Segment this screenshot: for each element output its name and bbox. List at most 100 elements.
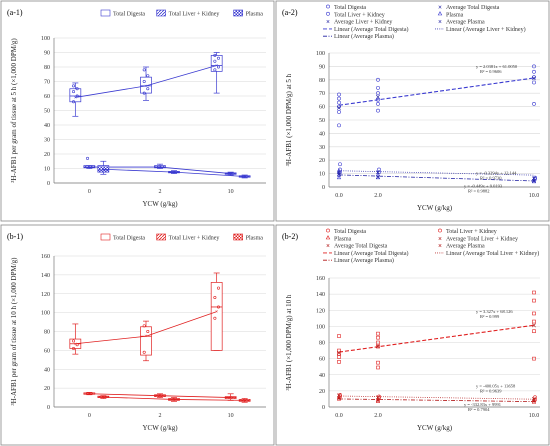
y-tick-label: 30 bbox=[44, 138, 50, 144]
legend-entry: Total Liver + Kidney bbox=[169, 12, 220, 18]
data-point bbox=[336, 168, 342, 173]
legend: Total Digesta × Average Total Digesta Total… bbox=[323, 4, 526, 40]
legend-swatch bbox=[156, 233, 166, 241]
x-tick-label: 10.0 bbox=[529, 193, 540, 199]
legend-entry: Linear (Average Plasma) bbox=[334, 257, 394, 264]
box-total-digesta-10: × bbox=[210, 52, 223, 94]
y-tick-label: 40 bbox=[44, 367, 50, 373]
mean-connector bbox=[103, 396, 245, 401]
chart-panel-2: (a-2) 0 10 20 30 40 50 60 70 80 90 100 YCW (g/kg) ³H-… bbox=[275, 0, 550, 222]
mean-connector bbox=[103, 168, 245, 177]
series-average-total-liver-kidney: × × × bbox=[336, 391, 536, 404]
x-tick-label: 0 bbox=[88, 189, 91, 195]
series-plasma bbox=[336, 394, 537, 404]
trendline bbox=[338, 398, 535, 403]
series-total-liver-kidney bbox=[338, 162, 537, 181]
data-point bbox=[377, 170, 381, 175]
legend-entry: Total Digesta bbox=[334, 5, 366, 11]
data-point bbox=[376, 360, 380, 365]
data-point bbox=[376, 102, 380, 106]
legend-marker bbox=[326, 11, 330, 16]
mean-marker: × bbox=[229, 172, 232, 178]
series-total-liver-kidney bbox=[338, 393, 537, 402]
y-tick-label: 60 bbox=[319, 357, 325, 363]
y-tick-label: 80 bbox=[44, 330, 50, 336]
mean-marker: × bbox=[172, 170, 175, 176]
data-point bbox=[337, 123, 341, 128]
data-point bbox=[142, 350, 146, 354]
mean-marker: × bbox=[158, 165, 161, 171]
y-tick-label: 0 bbox=[47, 181, 50, 187]
x-tick-label: 0.0 bbox=[335, 413, 343, 419]
y-tick-label: 100 bbox=[316, 51, 325, 57]
legend: Total Digesta Total Liver + Kidney Plasma ×… bbox=[323, 228, 539, 264]
series-average-total-digesta: × × × bbox=[336, 73, 536, 112]
trendline-r2: R² = 0.9730 bbox=[480, 176, 502, 181]
y-tick-label: 40 bbox=[319, 131, 325, 137]
average-marker: × bbox=[336, 394, 341, 404]
data-point bbox=[532, 319, 536, 324]
mean-marker: × bbox=[215, 310, 218, 316]
y-axis-label: ³H-AFB1 per gram of tissue at 5 h (×1,00… bbox=[10, 38, 18, 183]
trendline bbox=[338, 395, 535, 400]
data-point bbox=[72, 346, 76, 350]
y-tick-label: 10 bbox=[44, 167, 50, 173]
data-point bbox=[375, 175, 381, 180]
y-axis-label: ³H-AFB1 (×1,000 DPM/g) at 10 h bbox=[285, 294, 293, 390]
y-tick-label: 20 bbox=[44, 152, 50, 158]
legend-marker bbox=[326, 4, 330, 9]
y-tick-label: 60 bbox=[44, 348, 50, 354]
mean-marker: × bbox=[102, 395, 105, 401]
series-average-liver-kidney: × ×× bbox=[336, 167, 536, 183]
average-marker: × bbox=[531, 73, 536, 83]
data-point bbox=[213, 296, 217, 300]
box-body bbox=[210, 282, 223, 351]
y-tick-label: 0 bbox=[47, 405, 50, 411]
legend-entry: Average Total Digesta bbox=[446, 5, 500, 11]
y-tick-label: 80 bbox=[319, 341, 325, 347]
average-marker: × bbox=[336, 391, 341, 401]
x-axis-label: YCW (g/kg) bbox=[417, 204, 453, 212]
legend-entry: Total Liver + Kidney bbox=[446, 229, 497, 235]
data-point bbox=[376, 331, 380, 336]
mean-marker: × bbox=[74, 95, 77, 101]
legend-entry: Total Digesta bbox=[113, 236, 145, 242]
trendline-equation: y = -0.3294x + 12.144 bbox=[476, 171, 517, 176]
x-axis-label: YCW (g/kg) bbox=[417, 424, 453, 432]
average-marker: × bbox=[375, 172, 380, 182]
data-point bbox=[376, 85, 380, 90]
legend-marker bbox=[325, 235, 331, 240]
legend-entry: Total Liver + Kidney bbox=[334, 12, 385, 18]
y-axis-label: ³H-AFB1 per gram of tissue at 10 h (×1,0… bbox=[10, 257, 18, 406]
legend-entry: Plasma bbox=[446, 12, 464, 18]
legend-entry: Linear (Average Total Digesta) bbox=[334, 26, 409, 33]
trendline bbox=[338, 170, 535, 176]
mean-marker: × bbox=[172, 397, 175, 403]
box-body bbox=[97, 165, 110, 173]
mean-marker: × bbox=[144, 334, 147, 340]
legend-marker: × bbox=[438, 18, 442, 26]
data-point bbox=[338, 393, 342, 397]
box-total-digesta-2: × bbox=[140, 320, 152, 362]
average-marker: × bbox=[375, 342, 380, 352]
average-marker: × bbox=[336, 167, 341, 177]
data-point bbox=[72, 100, 76, 104]
series-plasma bbox=[336, 168, 537, 184]
data-point bbox=[337, 360, 341, 364]
data-point bbox=[142, 91, 146, 95]
y-tick-label: 10 bbox=[319, 172, 325, 178]
average-marker: × bbox=[336, 103, 341, 113]
series-average-plasma: × × × bbox=[336, 169, 536, 186]
data-point bbox=[213, 316, 217, 320]
data-point bbox=[142, 80, 146, 84]
legend-entry: Plasma bbox=[334, 236, 352, 242]
panel-label: (b-1) bbox=[7, 232, 23, 241]
trendline bbox=[338, 77, 535, 106]
legend-entry: Total Digesta bbox=[113, 12, 145, 18]
data-point bbox=[338, 162, 342, 167]
legend-marker: × bbox=[326, 18, 330, 26]
box-body bbox=[69, 88, 82, 103]
legend-entry: Linear (Average Total Digesta) bbox=[334, 250, 409, 257]
data-point bbox=[213, 68, 217, 72]
